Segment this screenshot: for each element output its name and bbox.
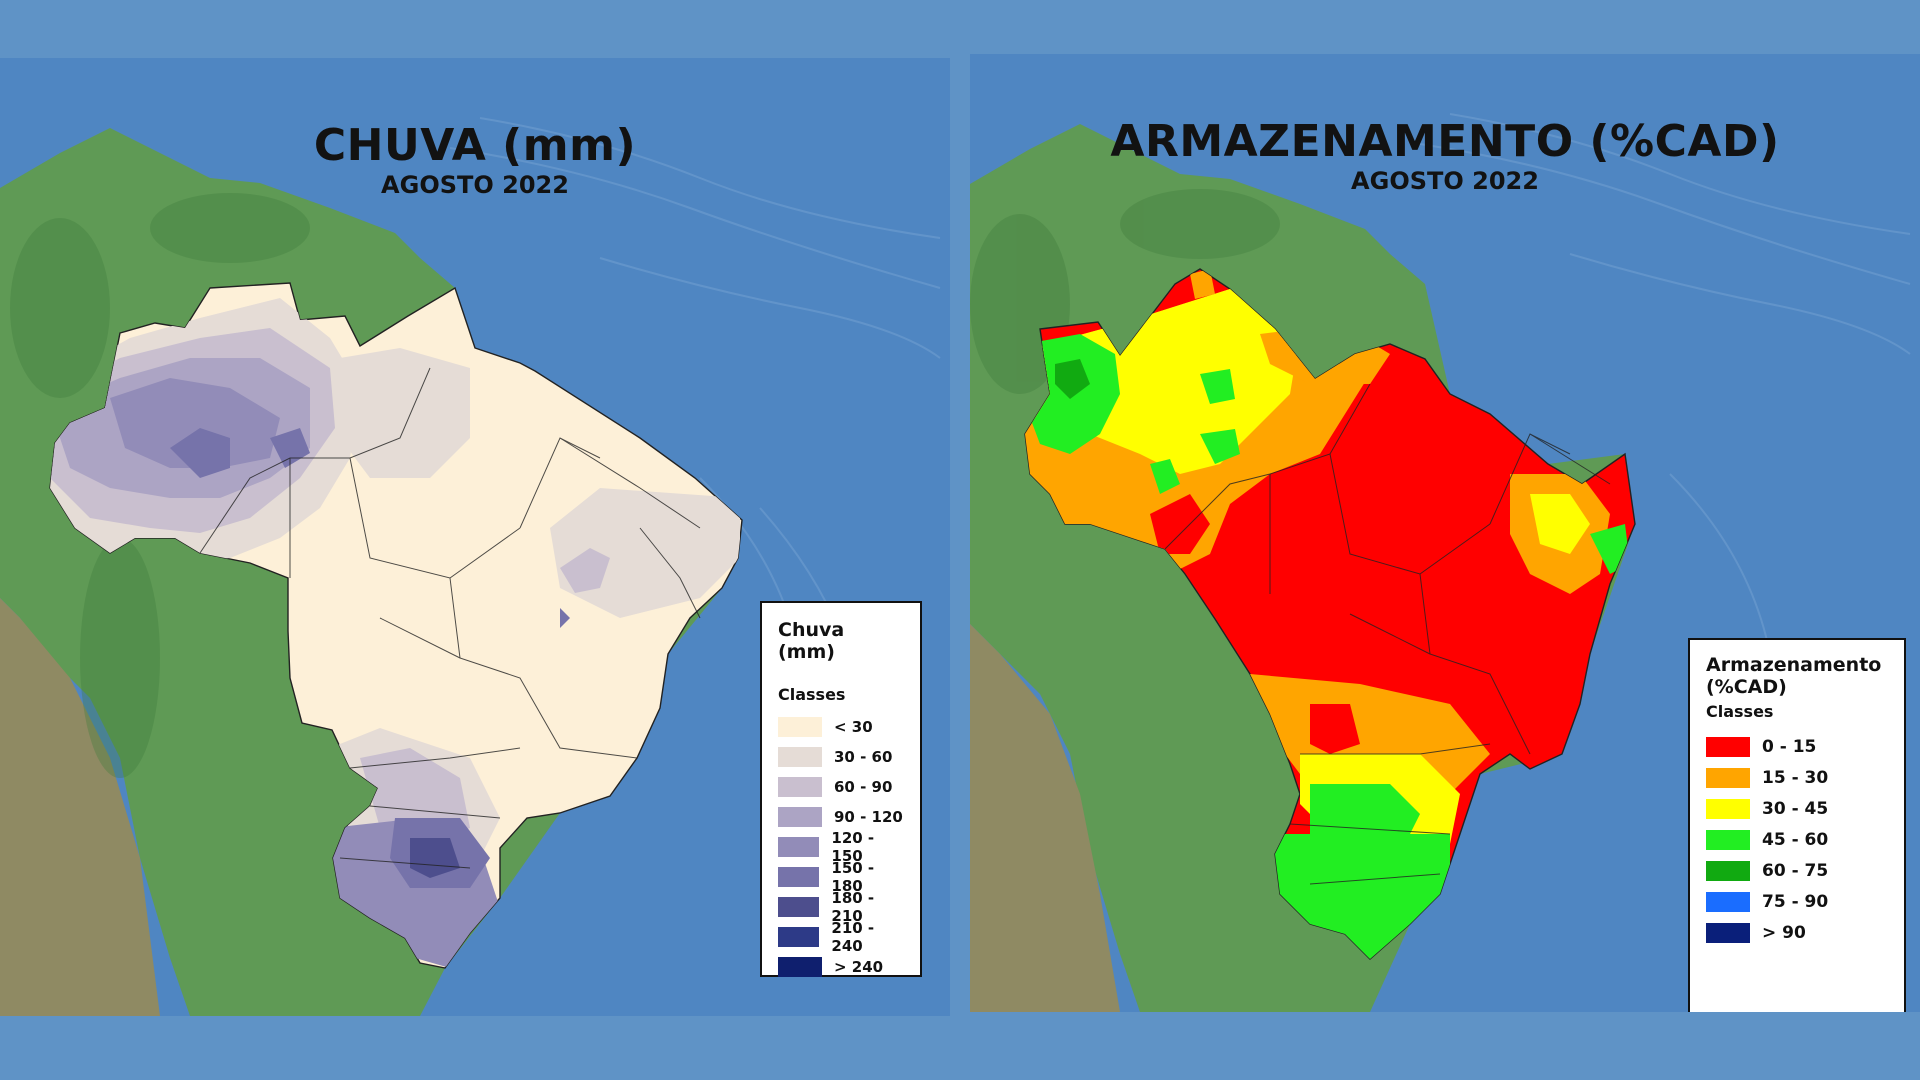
rain-map-title: CHUVA (mm) — [313, 120, 637, 171]
state-borders — [199, 367, 701, 869]
storage-legend-row: 0 - 15 — [1706, 731, 1890, 762]
storage-legend-label: 30 - 45 — [1762, 798, 1829, 819]
rain-legend-label: 60 - 90 — [834, 778, 893, 796]
storage-map-panel: ARMAZENAMENTO (%CAD) AGOSTO 2022 Armazen… — [970, 54, 1920, 1012]
rain-legend-label: 180 - 210 — [831, 889, 875, 925]
rain-legend-row: 210 - 240 — [778, 919, 906, 955]
storage-legend-swatch — [1706, 922, 1750, 943]
storage-legend-swatch — [1706, 829, 1750, 850]
storage-legend-classes-label: Classes — [1706, 702, 1774, 721]
rain-legend-row: 60 - 90 — [778, 772, 906, 802]
rain-legend-classes-label: Classes — [778, 685, 846, 704]
storage-map-title: ARMAZENAMENTO (%CAD) — [1110, 116, 1780, 167]
rain-map-subtitle: AGOSTO 2022 — [381, 171, 569, 199]
storage-legend-swatch — [1706, 860, 1750, 881]
storage-legend-row: 30 - 45 — [1706, 793, 1890, 824]
andes-region — [970, 624, 1120, 1012]
rain-legend-items: < 30 30 - 60 60 - 90 90 - 120 120 - 150 150 -… — [778, 712, 906, 982]
rain-legend-row: > 240 — [778, 952, 906, 982]
rain-legend: Chuva (mm) Classes < 30 30 - 60 60 - 90 90 … — [760, 601, 922, 977]
storage-legend-title-line1: Armazenamento — [1706, 654, 1882, 676]
storage-legend-swatch — [1706, 891, 1750, 912]
storage-legend-label: 60 - 75 — [1762, 860, 1829, 881]
rain-legend-row: 180 - 210 — [778, 889, 906, 925]
rain-legend-swatch — [778, 867, 820, 887]
storage-legend-label: 15 - 30 — [1762, 767, 1829, 788]
rain-legend-row: 30 - 60 — [778, 742, 906, 772]
rain-legend-label: 90 - 120 — [834, 808, 903, 826]
storage-legend-row: > 90 — [1706, 917, 1890, 948]
rain-legend-row: 90 - 120 — [778, 802, 906, 832]
land-relief — [10, 193, 310, 778]
andes-region — [0, 598, 160, 1016]
storage-legend-swatch — [1706, 736, 1750, 757]
state-borders — [1164, 383, 1611, 885]
rain-legend-label: 120 - 150 — [831, 829, 875, 865]
rain-legend-swatch — [778, 837, 820, 857]
rain-legend-label: > 240 — [834, 958, 884, 976]
storage-legend-label: > 90 — [1762, 922, 1806, 943]
storage-legend-row: 75 - 90 — [1706, 886, 1890, 917]
storage-legend-label: 75 - 90 — [1762, 891, 1829, 912]
storage-legend-swatch — [1706, 767, 1750, 788]
rain-legend-row: 120 - 150 — [778, 829, 906, 865]
storage-legend-swatch — [1706, 798, 1750, 819]
rain-legend-row: 150 - 180 — [778, 859, 906, 895]
rain-legend-title: Chuva (mm) — [778, 619, 845, 663]
storage-legend: Armazenamento (%CAD) Classes 0 - 15 15 - … — [1688, 638, 1906, 1012]
rain-map-canvas — [0, 58, 950, 1016]
storage-legend-items: 0 - 15 15 - 30 30 - 45 45 - 60 60 - 75 75 - 9… — [1706, 731, 1890, 948]
storage-zones — [1025, 269, 1630, 959]
storage-legend-title-line2: (%CAD) — [1706, 676, 1787, 698]
storage-legend-label: 45 - 60 — [1762, 829, 1829, 850]
rain-legend-label: 30 - 60 — [834, 748, 893, 766]
storage-legend-row: 45 - 60 — [1706, 824, 1890, 855]
storage-legend-label: 0 - 15 — [1762, 736, 1817, 757]
rain-legend-swatch — [778, 807, 822, 827]
rain-map-panel: CHUVA (mm) AGOSTO 2022 Chuva (mm) Classe… — [0, 58, 950, 1016]
rain-legend-swatch — [778, 777, 822, 797]
rain-legend-swatch — [778, 957, 822, 977]
rain-legend-swatch — [778, 927, 820, 947]
rain-legend-label: 210 - 240 — [831, 919, 875, 955]
storage-legend-row: 15 - 30 — [1706, 762, 1890, 793]
rain-legend-row: < 30 — [778, 712, 906, 742]
rain-legend-swatch — [778, 747, 822, 767]
storage-map-subtitle: AGOSTO 2022 — [1351, 167, 1539, 195]
rain-legend-swatch — [778, 717, 822, 737]
storage-legend-row: 60 - 75 — [1706, 855, 1890, 886]
rain-legend-swatch — [778, 897, 820, 917]
rain-legend-label: < 30 — [834, 718, 873, 736]
rain-legend-label: 150 - 180 — [831, 859, 875, 895]
